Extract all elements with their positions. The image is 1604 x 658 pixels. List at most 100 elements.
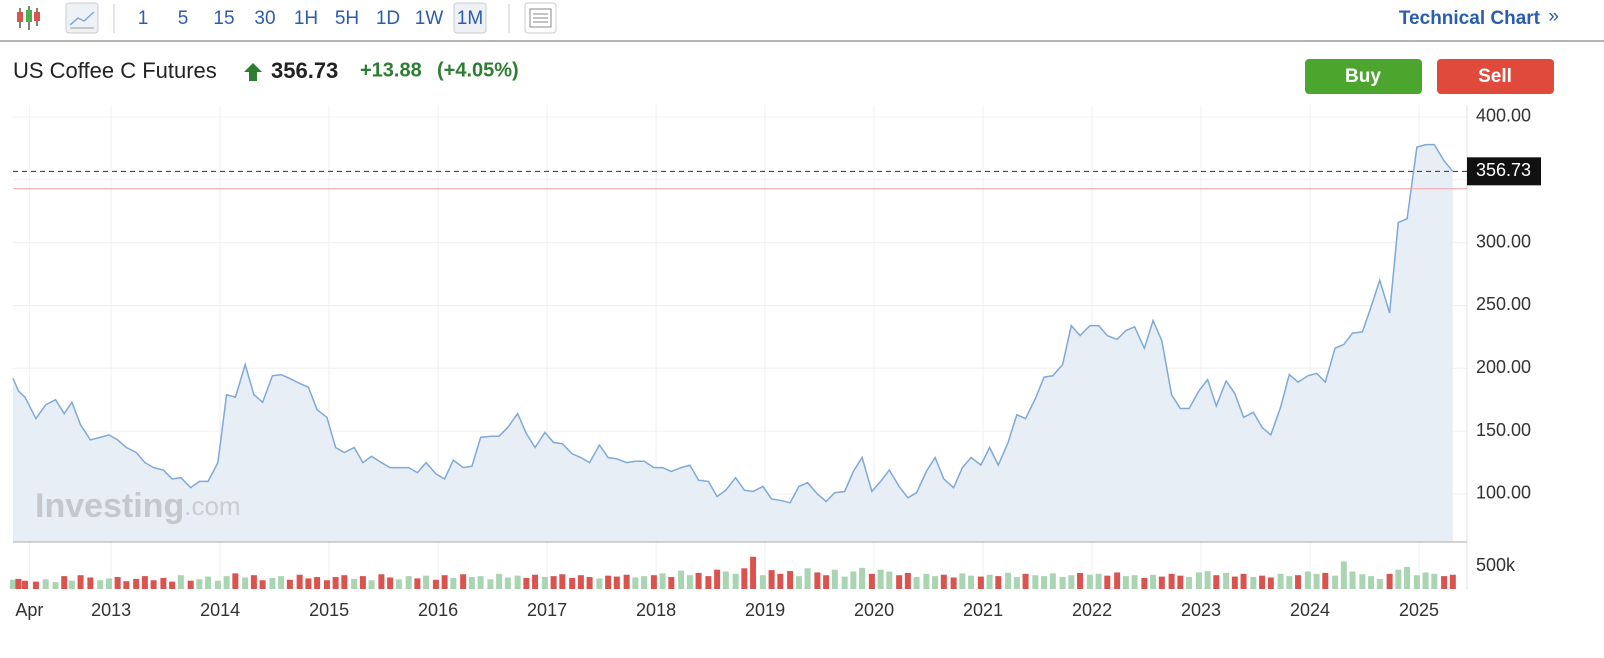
volume-bar <box>114 577 121 589</box>
volume-bar <box>414 578 421 589</box>
volume-bar <box>323 580 330 589</box>
volume-bar <box>650 575 657 589</box>
volume-bar <box>777 573 784 589</box>
x-tick-label: 2014 <box>200 600 240 620</box>
volume-bar <box>61 576 68 589</box>
buy-button[interactable] <box>1305 59 1422 94</box>
volume-bar <box>1005 572 1012 589</box>
volume-bar <box>1404 566 1411 589</box>
volume-bar <box>1186 577 1193 589</box>
volume-bar <box>1386 573 1393 589</box>
candle-icon[interactable] <box>17 6 40 30</box>
interval-button[interactable]: 1 <box>138 8 149 29</box>
x-tick-label: 2017 <box>527 600 567 620</box>
header: US Coffee C Futures 356.73 +13.88 (+4.05… <box>13 58 1554 94</box>
volume-bar <box>296 574 303 589</box>
volume-bar <box>1304 571 1311 589</box>
buy-label[interactable]: Buy <box>1345 66 1381 87</box>
volume-bar <box>550 576 557 589</box>
watermark-main: Investing <box>35 487 184 525</box>
volume-bar <box>1195 572 1202 589</box>
volume-bar <box>841 576 848 589</box>
volume-bar <box>1068 575 1075 589</box>
volume-bar <box>896 575 903 589</box>
volume-bar <box>659 573 666 589</box>
x-tick-label: 2021 <box>963 600 1003 620</box>
volume-bar <box>1332 575 1339 589</box>
y-tick-label: 250.00 <box>1476 294 1531 314</box>
last-price-box <box>1467 157 1541 186</box>
volume-bar <box>596 578 603 589</box>
volume-bar <box>1441 576 1448 589</box>
volume-bar <box>1286 576 1293 589</box>
volume-bar <box>351 578 358 589</box>
volume-bar <box>496 573 503 589</box>
volume-bar <box>332 577 339 589</box>
link-arrow[interactable]: » <box>1548 6 1559 27</box>
volume-bar <box>32 581 39 589</box>
volume-bar <box>42 579 49 589</box>
y-tick-label: 100.00 <box>1476 483 1531 503</box>
volume-bar <box>613 576 620 589</box>
volume-bar <box>242 577 249 589</box>
volume-bar <box>795 576 802 589</box>
interval-button[interactable]: 1H <box>294 8 318 29</box>
layout-icon[interactable] <box>524 2 557 34</box>
volume-bar <box>378 574 385 589</box>
volume-bar <box>977 576 984 589</box>
interval-button[interactable]: 15 <box>213 8 234 29</box>
volume-bar <box>577 575 584 589</box>
volume-bar <box>160 577 167 589</box>
volume-bar <box>559 574 566 589</box>
volume-bar <box>341 575 348 589</box>
volume-bar <box>1322 572 1329 589</box>
x-tick-label: 2015 <box>309 600 349 620</box>
volume-bar <box>1041 576 1048 589</box>
y-tick-label: 150.00 <box>1476 420 1531 440</box>
technical-chart-link[interactable]: Technical Chart <box>1399 8 1541 29</box>
volume-bar <box>514 575 521 589</box>
area-icon[interactable] <box>65 2 99 34</box>
volume-bar <box>1059 577 1066 589</box>
volume-bar <box>850 571 857 589</box>
sell-button[interactable] <box>1437 59 1554 94</box>
x-tick-label: 2023 <box>1181 600 1221 620</box>
x-tick-label: 2019 <box>745 600 785 620</box>
volume-bar <box>395 579 402 589</box>
interval-button[interactable]: 30 <box>254 8 275 29</box>
volume-bar <box>441 575 448 589</box>
volume-bar <box>423 575 430 589</box>
x-tick-label: 2020 <box>854 600 894 620</box>
volume-bar <box>1259 575 1266 589</box>
interval-button[interactable]: 5H <box>335 8 359 29</box>
interval-button[interactable]: 5 <box>178 8 189 29</box>
volume-bar <box>187 580 194 589</box>
x-tick-label: 2024 <box>1290 600 1330 620</box>
volume-bar <box>105 578 112 589</box>
volume-bar <box>460 574 467 589</box>
volume-bar <box>97 580 104 589</box>
volume-bar <box>823 575 830 589</box>
volume-bar <box>995 576 1002 589</box>
volume-bar <box>1422 572 1429 589</box>
sell-label[interactable]: Sell <box>1478 66 1512 87</box>
volume-bar <box>859 567 866 589</box>
area-fill <box>13 144 1453 542</box>
volume-bar <box>1231 576 1238 589</box>
volume-bar <box>477 576 484 589</box>
volume-bar <box>259 580 266 589</box>
x-tick-label: 2022 <box>1072 600 1112 620</box>
volume-bar <box>1368 576 1375 589</box>
interval-button[interactable]: 1W <box>415 8 444 29</box>
volume-bar <box>986 574 993 589</box>
volume-bar <box>1340 561 1347 589</box>
volume-bar <box>768 570 775 589</box>
volume-bar <box>695 572 702 589</box>
interval-button[interactable]: 1M <box>457 8 483 29</box>
volume-bar <box>214 580 221 589</box>
volume-bar <box>10 579 16 589</box>
interval-button[interactable]: 1D <box>376 8 400 29</box>
volume-bar <box>831 569 838 589</box>
volume-bar <box>586 577 593 589</box>
